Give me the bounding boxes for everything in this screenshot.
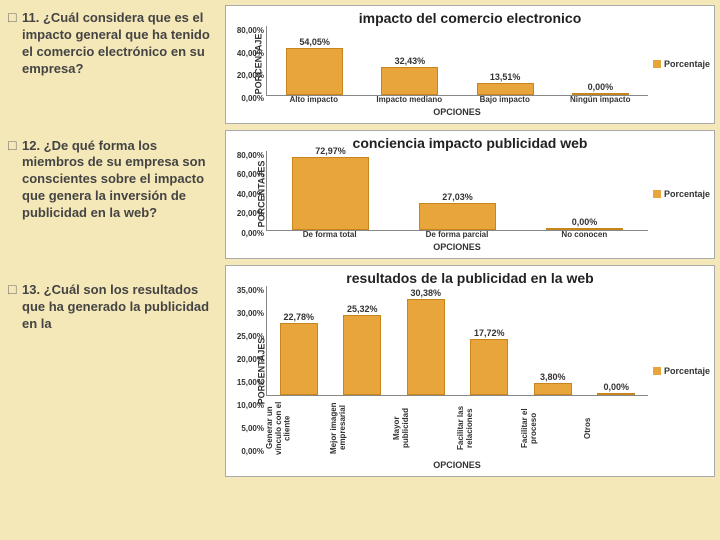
bar-group: 22,78% <box>267 312 331 395</box>
bar-group: 54,05% <box>267 37 362 95</box>
y-tick: 60,00% <box>232 170 264 179</box>
bar-group: 0,00% <box>553 82 648 95</box>
bar-group: 13,51% <box>458 72 553 95</box>
x-axis-title: OPCIONES <box>266 460 648 470</box>
x-tick-label: No conocen <box>521 231 648 240</box>
bar-value-label: 72,97% <box>315 146 346 156</box>
x-tick-label: Mejor imagen empresarial <box>330 398 394 458</box>
bar-group: 0,00% <box>585 382 649 395</box>
x-axis-title: OPCIONES <box>266 107 648 117</box>
y-tick: 0,00% <box>232 447 264 456</box>
bar-group: 27,03% <box>394 192 521 230</box>
legend: Porcentaje <box>653 189 710 199</box>
bar-value-label: 27,03% <box>442 192 473 202</box>
bar-value-label: 32,43% <box>395 56 426 66</box>
x-tick-label: Generar un vínculo con el cliente <box>266 398 330 458</box>
bar-value-label: 0,00% <box>588 82 614 92</box>
x-tick-label: De forma total <box>266 231 393 240</box>
bar <box>546 228 622 230</box>
bar-group: 0,00% <box>521 217 648 230</box>
bullet-icon: □ <box>8 282 22 333</box>
y-tick: 80,00% <box>232 151 264 160</box>
y-tick: 5,00% <box>232 424 264 433</box>
y-tick: 0,00% <box>232 94 264 103</box>
bar-value-label: 13,51% <box>490 72 521 82</box>
bar <box>381 67 438 95</box>
legend-label: Porcentaje <box>664 59 710 69</box>
question-11: □ 11. ¿Cuál considera que es el impacto … <box>8 10 212 78</box>
y-tick: 40,00% <box>232 190 264 199</box>
bullet-icon: □ <box>8 138 22 222</box>
bar-value-label: 0,00% <box>603 382 629 392</box>
legend: Porcentaje <box>653 366 710 376</box>
y-tick: 10,00% <box>232 401 264 410</box>
y-tick: 20,00% <box>232 209 264 218</box>
chart-title: resultados de la publicidad en la web <box>232 270 708 286</box>
x-tick-label: De forma parcial <box>393 231 520 240</box>
legend-swatch <box>653 367 661 375</box>
y-tick: 40,00% <box>232 49 264 58</box>
bar-value-label: 30,38% <box>410 288 441 298</box>
y-tick: 35,00% <box>232 286 264 295</box>
bar-group: 25,32% <box>331 304 395 395</box>
bar-group: 17,72% <box>458 328 522 395</box>
question-12: □ 12. ¿De qué forma los miembros de su e… <box>8 138 212 222</box>
bar <box>572 93 629 95</box>
bar <box>280 323 318 395</box>
question-text: 13. ¿Cuál son los resultados que ha gene… <box>22 282 212 333</box>
legend-label: Porcentaje <box>664 366 710 376</box>
legend-swatch <box>653 190 661 198</box>
bar-value-label: 54,05% <box>299 37 330 47</box>
y-tick: 20,00% <box>232 355 264 364</box>
bar <box>407 299 445 394</box>
chart-conciencia-publicidad: conciencia impacto publicidad webPORCENT… <box>225 130 715 259</box>
bar <box>286 48 343 95</box>
chart-resultados-publicidad: resultados de la publicidad en la webPOR… <box>225 265 715 477</box>
x-tick-label: Facilitar el proceso <box>521 398 585 458</box>
bar <box>534 383 572 395</box>
legend-swatch <box>653 60 661 68</box>
question-text: 11. ¿Cuál considera que es el impacto ge… <box>22 10 212 78</box>
y-tick: 0,00% <box>232 229 264 238</box>
y-tick: 25,00% <box>232 332 264 341</box>
y-tick: 20,00% <box>232 71 264 80</box>
legend: Porcentaje <box>653 59 710 69</box>
bar <box>597 393 635 395</box>
question-13: □ 13. ¿Cuál son los resultados que ha ge… <box>8 282 212 333</box>
x-axis-title: OPCIONES <box>266 242 648 252</box>
x-tick-label: Impacto mediano <box>362 96 458 105</box>
bar <box>470 339 508 395</box>
bar <box>292 157 368 230</box>
x-tick-label: Alto impacto <box>266 96 362 105</box>
y-tick: 80,00% <box>232 26 264 35</box>
bar-group: 72,97% <box>267 146 394 230</box>
x-tick-label: Facilitar las relaciones <box>457 398 521 458</box>
bar <box>419 203 495 230</box>
x-tick-label: Otros <box>584 398 648 458</box>
bar-value-label: 3,80% <box>540 372 566 382</box>
bar-value-label: 0,00% <box>572 217 598 227</box>
bullet-icon: □ <box>8 10 22 78</box>
chart-impacto-comercio: impacto del comercio electronicoPORCENTA… <box>225 5 715 124</box>
bar <box>477 83 534 95</box>
bar-group: 32,43% <box>362 56 457 95</box>
bar-group: 30,38% <box>394 288 458 394</box>
bar-group: 3,80% <box>521 372 585 395</box>
bar-value-label: 22,78% <box>283 312 314 322</box>
bar <box>343 315 381 395</box>
bar-value-label: 25,32% <box>347 304 378 314</box>
x-tick-label: Bajo impacto <box>457 96 553 105</box>
question-text: 12. ¿De qué forma los miembros de su emp… <box>22 138 212 222</box>
chart-title: impacto del comercio electronico <box>232 10 708 26</box>
x-tick-label: Ningún impacto <box>553 96 649 105</box>
x-tick-label: Mayor publicidad <box>393 398 457 458</box>
bar-value-label: 17,72% <box>474 328 505 338</box>
y-tick: 15,00% <box>232 378 264 387</box>
legend-label: Porcentaje <box>664 189 710 199</box>
y-tick: 30,00% <box>232 309 264 318</box>
